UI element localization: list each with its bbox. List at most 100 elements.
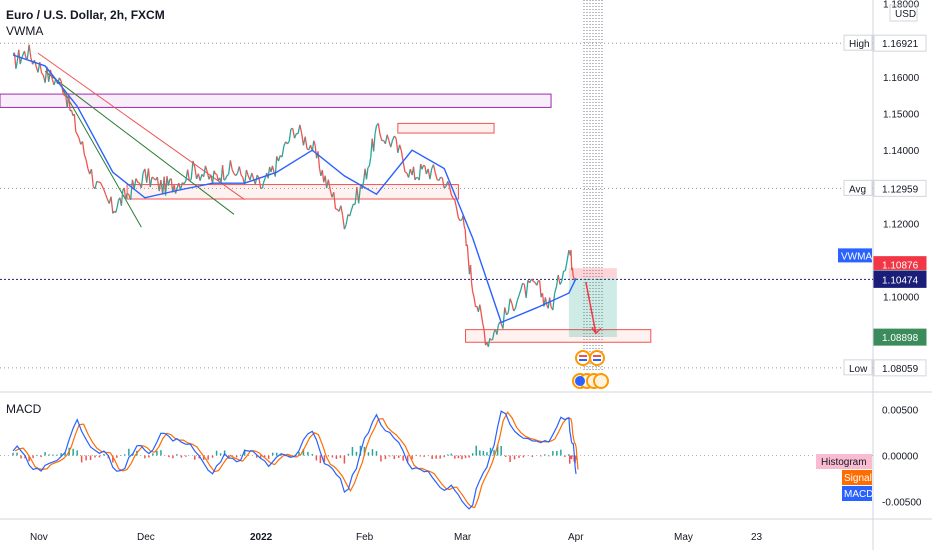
price-segment — [567, 250, 569, 261]
trendline-green-2 — [63, 90, 141, 227]
macd-legend-label: Signal — [844, 473, 872, 484]
price-segment — [184, 181, 186, 184]
price-tick-label: 1.14000 — [883, 146, 920, 157]
price-badge-label: 1.10474 — [882, 275, 919, 286]
price-segment — [458, 218, 460, 221]
price-segment — [100, 182, 102, 185]
price-segment — [346, 215, 348, 225]
price-segment — [508, 299, 510, 313]
price-segment — [282, 146, 284, 157]
price-segment — [439, 177, 441, 180]
price-segment — [20, 58, 21, 64]
price-segment — [74, 114, 75, 131]
price-segment — [471, 265, 472, 283]
price-segment — [295, 134, 297, 139]
price-segment — [91, 169, 93, 186]
price-segment — [246, 170, 248, 176]
price-segment — [394, 136, 396, 138]
price-segment — [515, 301, 517, 308]
price-segment — [97, 181, 99, 182]
price-segment — [430, 169, 432, 180]
price-segment — [523, 283, 525, 284]
price-segment — [537, 281, 538, 286]
price-segment — [374, 134, 375, 152]
eu-flag-icon-inner — [575, 376, 585, 386]
flag-stripe — [593, 355, 601, 357]
price-segment — [405, 172, 407, 173]
us-flag-icon — [576, 351, 590, 365]
price-segment — [350, 210, 352, 216]
price-segment — [79, 138, 81, 144]
flag-stripe — [579, 359, 587, 361]
price-segment — [106, 195, 108, 200]
price-segment — [433, 165, 435, 173]
price-tick-label: 1.16000 — [883, 73, 920, 84]
price-segment — [59, 78, 61, 81]
price-tick-label: 1.10000 — [883, 293, 920, 304]
price-segment — [467, 245, 468, 260]
time-axis-label: Dec — [137, 532, 155, 543]
price-level-tag-label: Avg — [849, 184, 866, 195]
price-badge-label: 1.16921 — [882, 39, 919, 50]
price-segment — [264, 178, 265, 182]
price-segment — [378, 123, 380, 134]
price-segment — [505, 307, 507, 314]
macd-line — [13, 411, 576, 509]
price-segment — [483, 323, 484, 330]
price-segment — [104, 190, 106, 195]
macd-title: MACD — [6, 402, 41, 416]
us-flag-icon — [590, 351, 604, 365]
time-axis-label: Mar — [454, 532, 472, 543]
symbol-title: Euro / U.S. Dollar, 2h, FXCM — [6, 8, 165, 22]
price-segment — [473, 292, 474, 298]
macd-tick-label: 0.00500 — [882, 406, 919, 417]
zone-box — [127, 185, 458, 199]
price-segment — [507, 313, 509, 315]
price-segment — [569, 250, 570, 252]
price-segment — [252, 173, 254, 179]
price-segment — [305, 137, 307, 149]
price-segment — [460, 220, 462, 221]
price-segment — [272, 166, 273, 172]
price-segment — [95, 181, 97, 188]
price-segment — [555, 287, 557, 293]
price-segment — [369, 157, 370, 166]
price-segment — [127, 193, 129, 194]
price-segment — [387, 135, 389, 141]
time-axis-label: Nov — [30, 532, 48, 543]
price-segment — [367, 168, 368, 180]
price-segment — [138, 182, 140, 183]
price-segment — [558, 275, 560, 285]
price-segment — [136, 179, 138, 183]
price-segment — [293, 128, 295, 138]
price-segment — [86, 160, 88, 169]
vwma-tag-label: VWMA — [841, 251, 872, 262]
price-level-tag-label: Low — [849, 364, 868, 375]
price-segment — [512, 303, 514, 311]
price-segment — [517, 295, 519, 300]
price-segment — [375, 126, 376, 134]
price-segment — [275, 156, 276, 176]
time-axis-label: May — [674, 532, 693, 543]
macd-legend-label: MACD — [844, 489, 873, 500]
zone-box — [0, 94, 551, 107]
price-segment — [278, 155, 280, 161]
price-segment — [553, 293, 555, 310]
time-axis-label: Feb — [356, 532, 374, 543]
price-segment — [573, 276, 574, 278]
price-segment — [457, 208, 459, 218]
price-segment — [435, 173, 437, 180]
price-segment — [24, 51, 25, 58]
price-segment — [521, 283, 523, 290]
price-badge-label: 1.08059 — [882, 364, 919, 375]
price-segment — [400, 145, 402, 151]
price-segment — [191, 161, 193, 179]
price-segment — [83, 141, 85, 154]
price-segment — [42, 73, 44, 75]
price-segment — [526, 280, 528, 298]
price-segment — [116, 208, 117, 213]
price-segment — [195, 167, 197, 179]
price-segment — [519, 290, 521, 296]
